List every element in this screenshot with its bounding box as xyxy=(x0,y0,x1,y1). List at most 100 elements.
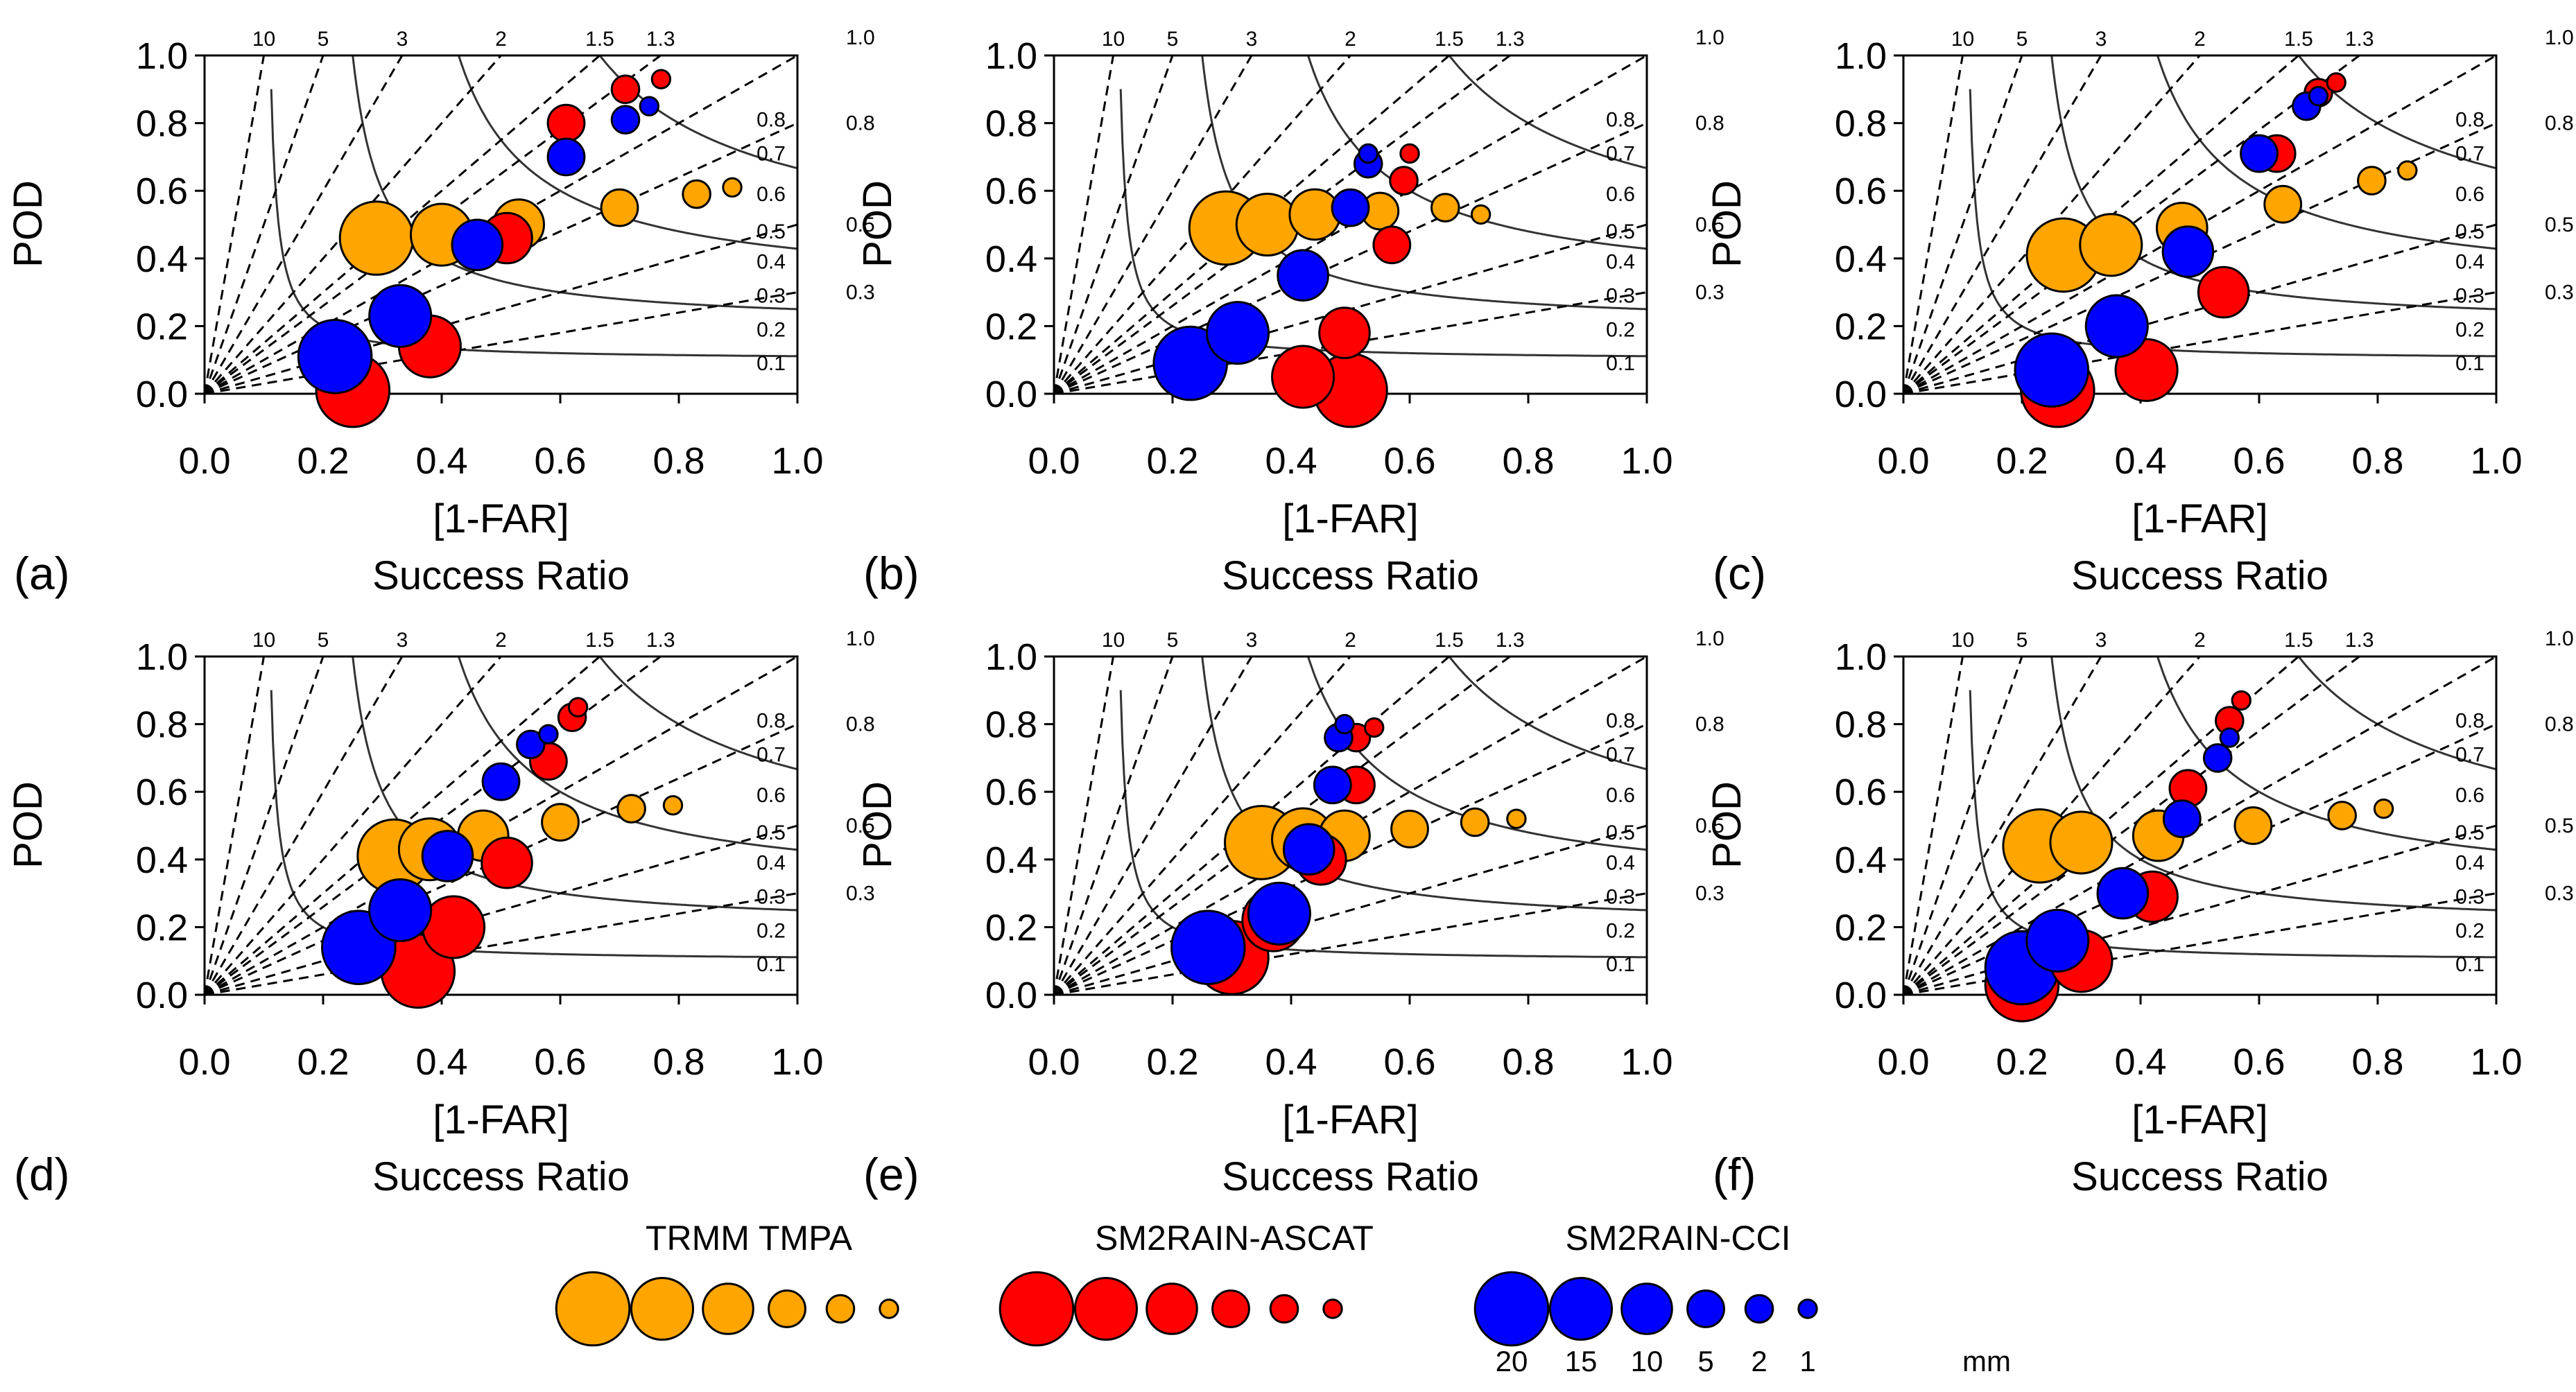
bias-label: 2 xyxy=(1345,629,1356,652)
x-axis-title-line2: Success Ratio xyxy=(1222,1154,1479,1199)
csi-label: 0.6 xyxy=(2455,183,2484,206)
bias-label: 1.0 xyxy=(846,26,875,49)
bias-line xyxy=(205,656,265,995)
legend-marker xyxy=(1744,1294,1774,1324)
point-sm2rain-cci xyxy=(639,96,659,116)
bias-label: 5 xyxy=(318,28,329,51)
legend-unit-label: mm xyxy=(1962,1345,2011,1377)
bias-label-right: 0.5 xyxy=(1695,815,1724,837)
csi-label: 0.3 xyxy=(757,885,786,908)
x-tick-label: 0.6 xyxy=(2233,440,2285,482)
legend-marker xyxy=(1797,1298,1818,1319)
y-tick-label: 0.6 xyxy=(985,171,1037,212)
legend-marker xyxy=(630,1276,695,1341)
legend-threshold-label: 20 xyxy=(1496,1345,1528,1377)
point-sm2rain-cci xyxy=(2202,743,2233,773)
bias-label: 2 xyxy=(2194,28,2206,51)
csi-label: 0.2 xyxy=(1606,318,1635,341)
x-axis-title-line2: Success Ratio xyxy=(1222,553,1479,598)
x-tick-label: 0.8 xyxy=(652,1041,704,1083)
y-tick-label: 1.0 xyxy=(1835,35,1887,77)
y-tick-label: 0.6 xyxy=(1835,772,1887,813)
legend-threshold-label: 10 xyxy=(1631,1345,1663,1377)
legend-marker xyxy=(1473,1271,1550,1347)
point-trmm-tmpa xyxy=(2397,160,2418,181)
y-tick-label: 0.0 xyxy=(136,975,188,1016)
y-tick-label: 0.2 xyxy=(985,306,1037,347)
point-sm2rain-cci xyxy=(421,830,474,882)
x-tick-label: 0.8 xyxy=(2351,440,2403,482)
x-tick-label: 0.4 xyxy=(2114,1041,2166,1083)
x-tick-label: 0.6 xyxy=(534,440,586,482)
x-tick-label: 1.0 xyxy=(771,440,823,482)
csi-label: 0.3 xyxy=(2455,284,2484,307)
x-tick-label: 0.2 xyxy=(1996,440,2048,482)
data-points xyxy=(321,697,684,1009)
x-tick-label: 0.4 xyxy=(2114,440,2166,482)
csi-isoline xyxy=(2156,55,2496,250)
x-tick-label: 0.2 xyxy=(1146,440,1198,482)
bias-label-right: 0.5 xyxy=(1695,214,1724,236)
csi-label: 0.6 xyxy=(757,784,786,807)
bias-line xyxy=(1054,656,1174,995)
point-sm2rain-cci xyxy=(368,878,433,943)
bias-label-right: 0.3 xyxy=(1695,882,1724,905)
point-sm2rain-ascat xyxy=(2231,690,2252,711)
bias-label-right: 0.5 xyxy=(2545,214,2574,236)
y-tick-label: 0.6 xyxy=(985,772,1037,813)
y-tick-label: 0.8 xyxy=(136,103,188,145)
point-sm2rain-cci xyxy=(538,724,559,745)
csi-label: 0.7 xyxy=(1606,143,1635,166)
x-axis-title-line1: [1-FAR] xyxy=(433,496,569,541)
x-tick-label: 0.0 xyxy=(1877,440,1929,482)
bias-label: 1.3 xyxy=(646,629,675,652)
legend-product-title: SM2RAIN-ASCAT xyxy=(1095,1219,1374,1258)
point-sm2rain-ascat xyxy=(1364,717,1385,738)
point-trmm-tmpa xyxy=(1470,204,1492,225)
csi-label: 0.5 xyxy=(2455,821,2484,844)
point-trmm-tmpa xyxy=(1506,808,1527,829)
bias-label-right: 0.3 xyxy=(2545,281,2574,304)
panel-a: 10 5 3 2 1.5 1.3 1.0 0.8 0.5 0.3 0.8 0.7 0.6 0.5 0.4 0.… xyxy=(6,26,875,599)
x-tick-label: 0.4 xyxy=(415,440,467,482)
bias-label: 3 xyxy=(2095,28,2107,51)
bias-label: 3 xyxy=(1246,28,1258,51)
csi-label: 0.4 xyxy=(1606,852,1635,875)
y-tick-label: 0.8 xyxy=(1835,103,1887,145)
y-tick-label: 0.6 xyxy=(1835,171,1887,212)
bias-label: 1.0 xyxy=(2545,26,2574,49)
legend-marker xyxy=(1269,1294,1299,1324)
point-sm2rain-cci xyxy=(610,105,641,134)
point-sm2rain-ascat xyxy=(2326,72,2346,93)
panel-letter: (f) xyxy=(1713,1149,1756,1200)
y-tick-label: 1.0 xyxy=(985,35,1037,77)
x-tick-label: 0.2 xyxy=(297,1041,349,1083)
csi-label: 0.1 xyxy=(1606,352,1635,375)
point-sm2rain-cci xyxy=(1170,910,1246,985)
bias-line xyxy=(1903,656,1964,995)
x-tick-label: 1.0 xyxy=(2470,1041,2522,1083)
bias-line xyxy=(1903,291,2496,394)
plot-frame xyxy=(203,655,799,996)
panel-letter: (b) xyxy=(863,548,919,599)
csi-isoline xyxy=(598,656,797,771)
csi-label: 0.4 xyxy=(757,852,786,875)
data-points xyxy=(1984,690,2394,1023)
panel-c: 10 5 3 2 1.5 1.3 1.0 0.8 0.5 0.3 0.8 0.7 0.6 0.5 0.4 0.… xyxy=(1704,26,2574,599)
bias-line xyxy=(1054,122,1647,394)
csi-label: 0.1 xyxy=(1606,953,1635,976)
bias-line xyxy=(1903,656,2102,995)
point-trmm-tmpa xyxy=(662,795,684,816)
legend-marker xyxy=(702,1282,754,1335)
csi-label: 0.2 xyxy=(2455,919,2484,942)
bias-label-right: 0.3 xyxy=(846,281,875,304)
csi-label: 0.7 xyxy=(2455,744,2484,767)
bias-line xyxy=(1903,55,2102,394)
plot-frame xyxy=(203,54,799,395)
bias-label: 3 xyxy=(1246,629,1258,652)
bias-label-right: 0.3 xyxy=(2545,882,2574,905)
csi-label: 0.8 xyxy=(2455,710,2484,733)
point-sm2rain-ascat xyxy=(567,697,589,717)
y-tick-label: 1.0 xyxy=(1835,636,1887,678)
bias-label: 10 xyxy=(1951,28,1974,51)
